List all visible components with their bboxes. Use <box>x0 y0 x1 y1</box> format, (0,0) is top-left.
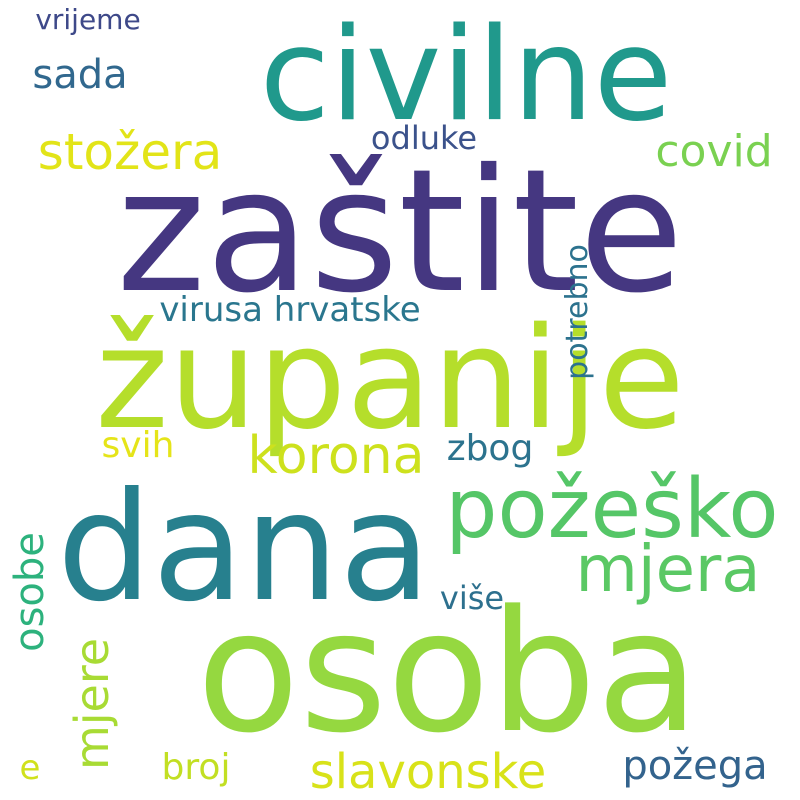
word-sada: sada <box>32 52 128 98</box>
word-dana: dana <box>56 461 432 635</box>
word-zupanije: županije <box>95 298 685 461</box>
word-pozesko: požeško <box>445 462 779 557</box>
word-civilne: civilne <box>259 1 673 150</box>
word-e: e <box>19 748 41 788</box>
word-svih: svih <box>101 425 175 466</box>
word-pozega: požega <box>622 743 768 789</box>
word-odluke: odluke <box>370 119 478 157</box>
word-vrijeme: vrijeme <box>35 3 141 36</box>
word-slavonske: slavonske <box>309 744 547 800</box>
word-mjera: mjera <box>575 533 761 607</box>
word-vise: više <box>439 579 505 617</box>
word-covid: covid <box>655 126 773 177</box>
word-virusa-hrvatske: virusa hrvatske <box>159 290 421 330</box>
word-zastite: zaštite <box>116 133 684 331</box>
word-zbog: zbog <box>446 428 534 469</box>
word-potrebno: potrebno <box>560 244 595 380</box>
word-korona: korona <box>247 426 425 486</box>
word-stozera: stožera <box>37 123 223 181</box>
word-broj: broj <box>161 747 231 788</box>
word-osoba: osoba <box>196 574 700 770</box>
word-osobe: osobe <box>7 532 53 652</box>
word-mjere: mjere <box>65 637 119 771</box>
